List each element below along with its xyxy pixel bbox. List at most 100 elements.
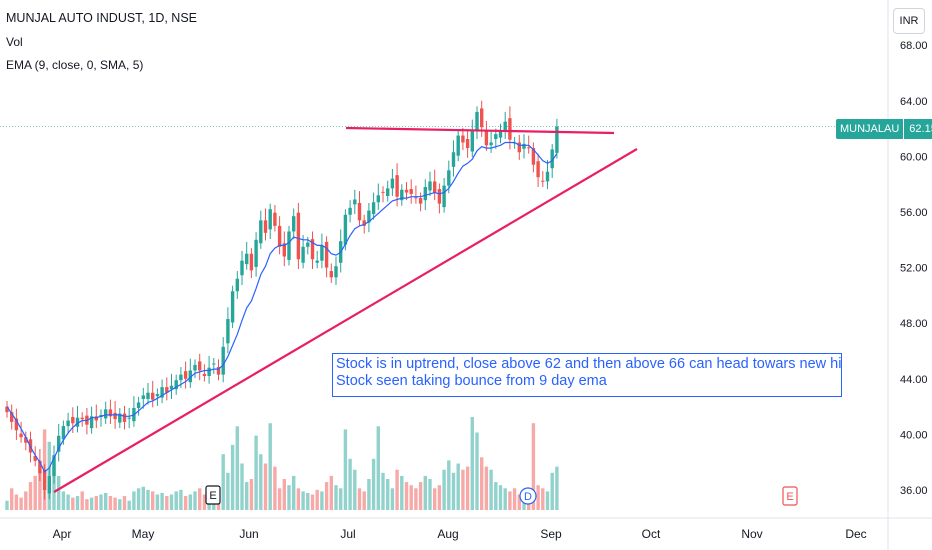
candle-body <box>235 278 239 292</box>
candle-body <box>371 202 376 215</box>
ema-legend[interactable]: EMA (9, close, 0, SMA, 5) <box>6 58 144 72</box>
candle-body <box>404 189 409 193</box>
volume-bar <box>357 488 362 510</box>
candle-body <box>503 121 507 132</box>
candle-body <box>94 416 98 421</box>
candle-body <box>301 246 305 263</box>
annotation-line-1: Stock is in uptrend, close above 62 and … <box>336 356 842 372</box>
currency-button[interactable]: INR <box>893 8 925 34</box>
candle-body <box>249 253 254 271</box>
volume-bar <box>273 466 277 510</box>
volume-bar <box>282 479 286 510</box>
volume-bar <box>484 466 489 510</box>
candle-body <box>480 108 484 128</box>
x-tick-label: Apr <box>53 527 72 541</box>
candle-body <box>287 231 291 260</box>
volume-bar <box>113 497 117 510</box>
volume-bar <box>301 491 305 510</box>
candle-body <box>329 271 333 278</box>
volume-bar <box>292 475 296 510</box>
event-marker-label: E <box>786 491 793 503</box>
candle-body <box>165 387 169 393</box>
volume-bar <box>10 488 14 510</box>
candle-body <box>47 476 51 494</box>
candle-body <box>52 455 56 477</box>
volume-legend[interactable]: Vol <box>6 35 23 49</box>
volume-bar <box>545 491 550 510</box>
volume-bar <box>132 491 136 510</box>
volume-bar <box>5 500 9 510</box>
candle-body <box>89 416 94 429</box>
candle-body <box>517 142 521 153</box>
volume-bar <box>296 488 301 510</box>
volume-bar <box>371 458 376 510</box>
event-marker-label: D <box>524 491 532 503</box>
volume-bar <box>362 491 366 510</box>
candle-body <box>273 212 277 226</box>
price-badge-symbol: MUNJALAU <box>836 119 904 139</box>
volume-bar <box>33 475 37 510</box>
volume-bar <box>230 444 235 510</box>
volume-bar <box>409 485 413 510</box>
candle-body <box>414 197 418 199</box>
candle-body <box>310 239 315 260</box>
y-tick-label: 40.00 <box>900 429 928 441</box>
candle-body <box>127 417 131 419</box>
candle-body <box>75 417 80 427</box>
volume-bar <box>489 469 493 510</box>
y-tick-label: 56.00 <box>900 207 928 219</box>
candle-body <box>14 418 19 431</box>
volume-bar <box>249 479 254 510</box>
uptrend-support-line <box>53 148 638 493</box>
volume-bar <box>85 499 89 510</box>
candle-body <box>315 260 319 263</box>
volume-bar <box>146 489 150 510</box>
volume-bar <box>465 466 470 510</box>
volume-bar <box>89 497 94 510</box>
candle-body <box>531 148 536 165</box>
volume-bar <box>122 496 127 510</box>
volume-bar <box>61 491 66 510</box>
candle-body <box>475 111 479 132</box>
volume-bar <box>24 491 28 510</box>
volume-bar <box>329 475 333 510</box>
candle-body <box>536 161 540 178</box>
volume-bar <box>136 488 141 510</box>
x-tick-label: Aug <box>437 527 458 541</box>
volume-bar <box>183 496 188 510</box>
volume-bar <box>28 482 33 510</box>
volume-bar <box>320 491 324 510</box>
candle-body <box>136 402 141 408</box>
volume-bar <box>456 463 460 510</box>
volume-bar <box>188 494 192 510</box>
candle-body <box>169 385 174 390</box>
volume-bar <box>390 488 395 510</box>
plot-background <box>0 0 888 518</box>
volume-bar <box>442 469 446 510</box>
volume-bar <box>310 494 315 510</box>
candle-body <box>400 189 404 201</box>
volume-bar <box>277 488 282 510</box>
volume-bar <box>367 479 371 510</box>
candle-body <box>66 420 70 427</box>
candle-body <box>24 437 28 443</box>
candle-body <box>433 181 437 193</box>
candle-body <box>146 392 150 399</box>
candle-body <box>202 373 207 377</box>
volume-bar <box>447 460 451 510</box>
candle-body <box>390 178 395 189</box>
last-price-badge: MUNJALAU 62.15 <box>836 119 932 139</box>
volume-bar <box>423 475 427 510</box>
volume-bar <box>268 423 272 510</box>
candle-body <box>456 135 460 156</box>
x-tick-label: Sep <box>540 527 562 541</box>
volume-bar <box>306 492 310 510</box>
candle-body <box>489 142 493 146</box>
volume-bar <box>221 454 225 510</box>
volume-bar <box>550 472 554 510</box>
candle-body <box>465 139 470 149</box>
volume-bar <box>141 486 145 510</box>
text-annotation[interactable]: Stock is in uptrend, close above 62 and … <box>332 353 842 397</box>
volume-bar <box>381 472 385 510</box>
